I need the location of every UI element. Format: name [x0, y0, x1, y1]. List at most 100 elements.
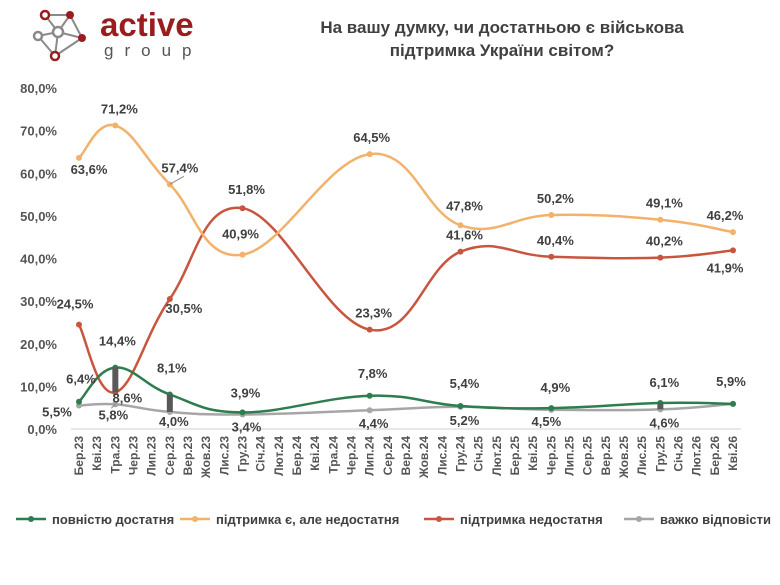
series-point: [548, 253, 555, 260]
series-point: [239, 251, 246, 258]
y-tick-label: 0,0%: [27, 422, 57, 437]
x-tick-label: Жов.23: [199, 436, 213, 479]
data-label: 41,9%: [707, 260, 744, 275]
legend-swatch-marker: [636, 516, 642, 522]
series-point: [730, 400, 736, 407]
x-tick-label: Вер.25: [599, 436, 613, 476]
x-tick-label: Жов.24: [417, 436, 431, 479]
series-point: [548, 212, 555, 219]
series-point: [366, 326, 373, 333]
x-tick-label: Гру.24: [454, 436, 468, 472]
series-point: [76, 154, 82, 161]
x-tick-label: Гру.25: [653, 436, 667, 472]
x-tick-label: Сер.23: [163, 436, 177, 476]
x-tick-label: Лис.24: [435, 436, 449, 475]
x-tick-label: Лис.23: [217, 436, 231, 475]
data-label: 3,9%: [231, 385, 261, 400]
series-point: [166, 295, 173, 302]
series-point: [657, 254, 664, 261]
series-line: [77, 402, 735, 416]
series-point: [239, 205, 246, 212]
data-label: 46,2%: [707, 208, 744, 223]
legend-label: підтримка є, але недостатня: [216, 512, 399, 527]
data-label: 64,5%: [353, 130, 390, 145]
series-point: [657, 216, 664, 223]
data-label: 14,4%: [99, 334, 136, 349]
series-point: [457, 248, 464, 255]
legend-label: підтримка недостатня: [460, 512, 603, 527]
series-point: [112, 122, 119, 129]
data-label: 51,8%: [228, 182, 265, 197]
x-tick-label: Гру.23: [236, 436, 250, 472]
x-tick-label: Чер.24: [345, 436, 359, 475]
data-label: 4,9%: [541, 380, 571, 395]
x-tick-label: Лют.25: [490, 436, 504, 476]
x-tick-label: Жов.25: [617, 436, 631, 479]
x-tick-label: Січ.25: [472, 436, 486, 472]
logo-network-icon: [32, 9, 86, 62]
y-tick-label: 50,0%: [20, 209, 57, 224]
data-label: 4,0%: [159, 414, 189, 429]
x-tick-label: Січ.24: [254, 436, 268, 472]
data-label: 5,5%: [42, 405, 72, 420]
series-line: [77, 123, 735, 257]
data-label: 30,5%: [165, 301, 202, 316]
chart-title-line: підтримка України світом?: [390, 41, 615, 60]
legend-swatch-marker: [28, 516, 34, 522]
series-point: [366, 392, 373, 399]
x-tick-label: Вер.24: [399, 436, 413, 476]
data-label: 50,2%: [537, 191, 574, 206]
x-tick-label: Тра.23: [108, 436, 122, 474]
logo: active group: [32, 6, 202, 62]
series-point: [76, 321, 82, 328]
range-marker: [112, 367, 119, 393]
x-tick-label: Вер.23: [181, 436, 195, 476]
data-label: 5,4%: [450, 376, 480, 391]
data-label: 5,8%: [99, 407, 129, 422]
series-point: [548, 405, 555, 412]
data-label: 57,4%: [161, 160, 198, 175]
x-tick-label: Кві.25: [526, 436, 540, 471]
x-tick-label: Лип.23: [145, 436, 159, 476]
series-point: [730, 247, 736, 254]
label-leader: [169, 175, 185, 185]
y-tick-label: 10,0%: [20, 379, 57, 394]
x-tick-label: Тра.24: [326, 436, 340, 474]
x-tick-label: Січ.26: [672, 436, 686, 472]
data-label: 63,6%: [71, 162, 108, 177]
data-label: 8,6%: [113, 390, 143, 405]
x-tick-label: Чер.25: [544, 436, 558, 475]
data-label: 49,1%: [646, 196, 683, 211]
legend-swatch-marker: [192, 516, 198, 522]
series-point: [76, 398, 82, 405]
series-point: [239, 409, 246, 416]
x-tick-label: Бер.25: [508, 436, 522, 476]
logo-sub: group: [104, 41, 202, 60]
x-tick-label: Бер.24: [290, 436, 304, 476]
legend-label: важко відповісти: [660, 512, 771, 527]
data-label: 24,5%: [57, 297, 94, 312]
data-label: 23,3%: [355, 306, 392, 321]
y-tick-label: 80,0%: [20, 81, 57, 96]
x-tick-label: Лип.25: [563, 436, 577, 476]
series-line: [77, 206, 735, 394]
legend-swatch-marker: [436, 516, 442, 522]
y-tick-label: 20,0%: [20, 337, 57, 352]
y-tick-label: 60,0%: [20, 166, 57, 181]
data-label: 6,4%: [66, 372, 96, 387]
y-tick-label: 70,0%: [20, 124, 57, 139]
data-label: 71,2%: [101, 102, 138, 117]
y-tick-label: 40,0%: [20, 252, 57, 267]
x-tick-label: Сер.25: [581, 436, 595, 476]
x-tick-label: Чер.23: [127, 436, 141, 475]
data-label: 41,6%: [446, 228, 483, 243]
data-label: 5,2%: [450, 413, 480, 428]
series-point: [730, 229, 736, 236]
series-point: [366, 151, 373, 158]
x-tick-label: Лют.26: [690, 436, 704, 476]
data-label: 40,4%: [537, 233, 574, 248]
data-label: 4,6%: [650, 415, 680, 430]
x-tick-label: Лип.24: [363, 436, 377, 476]
